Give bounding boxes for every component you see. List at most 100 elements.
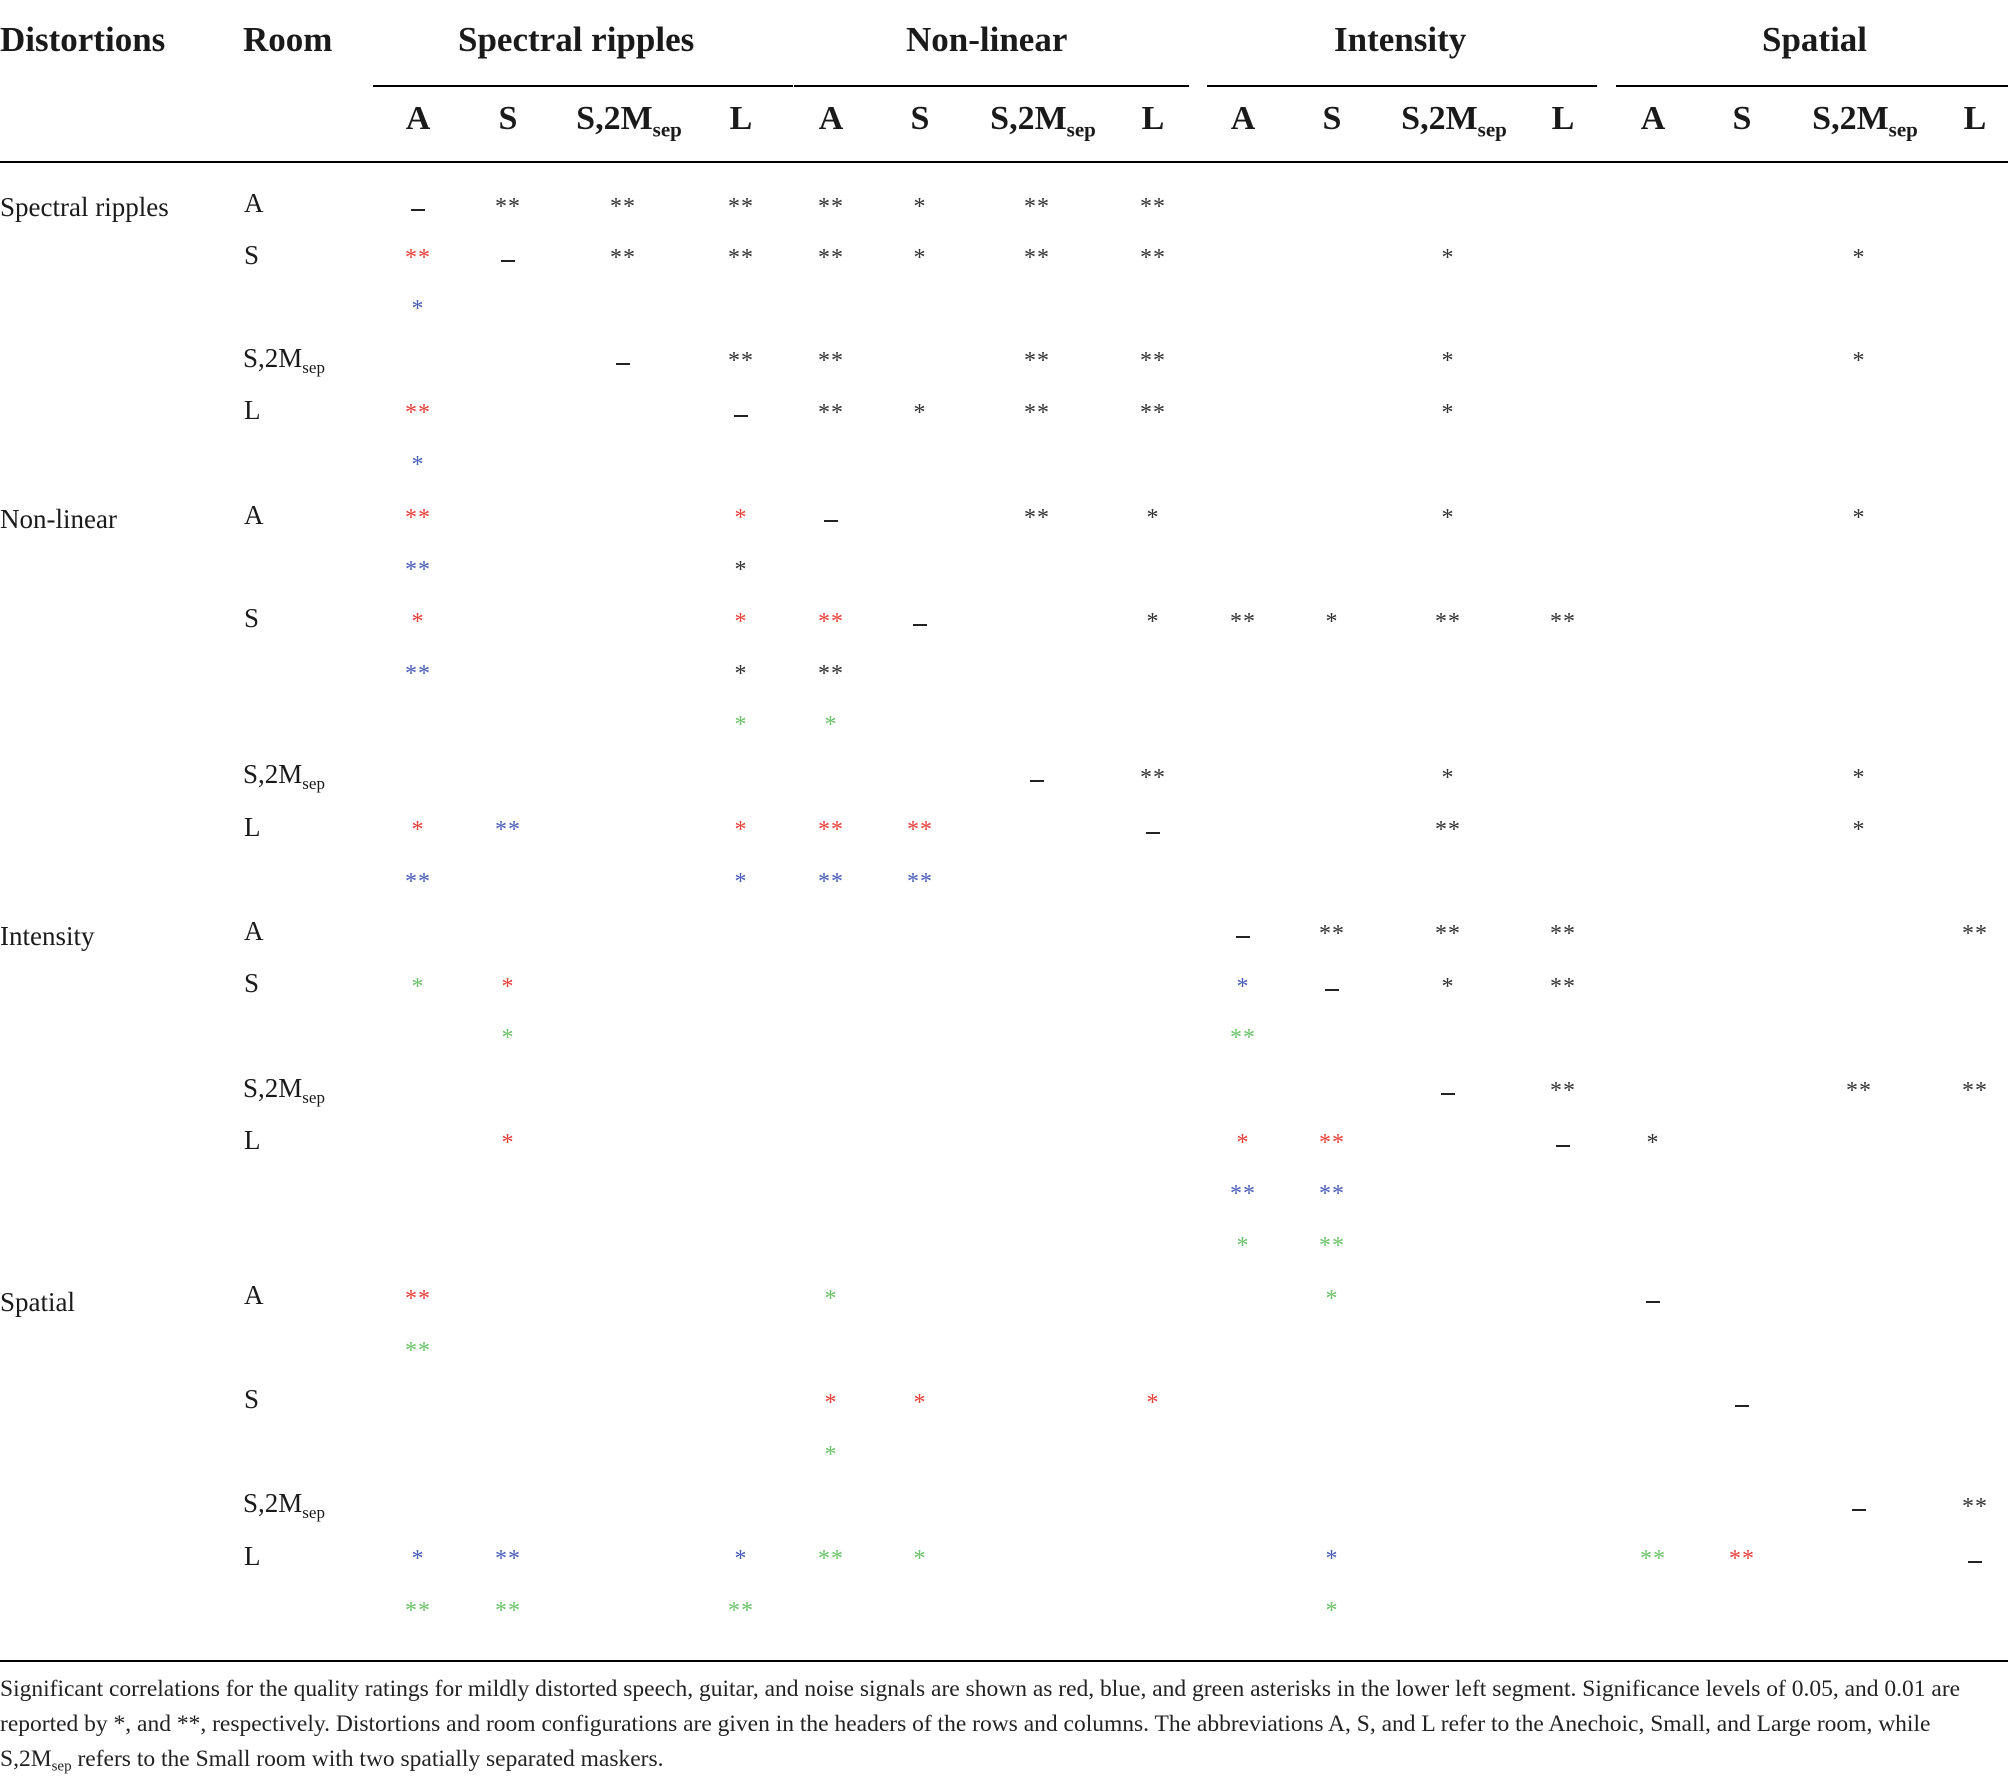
significance-mark: * <box>1325 609 1339 635</box>
significance-mark: ** <box>1230 609 1256 635</box>
significance-mark: ** <box>1230 1025 1256 1051</box>
table-footnote: Significant correlations for the quality… <box>0 1672 2000 1785</box>
significance-mark: ** <box>1140 245 1166 271</box>
significance-mark: * <box>411 609 425 635</box>
significance-mark: * <box>1146 609 1160 635</box>
diagonal-dash <box>734 415 748 417</box>
significance-mark: * <box>1441 245 1455 271</box>
significance-mark: * <box>501 1130 515 1156</box>
significance-mark: ** <box>818 348 844 374</box>
significance-mark: ** <box>495 1598 521 1624</box>
significance-mark: * <box>1646 1130 1660 1156</box>
significance-mark: ** <box>728 245 754 271</box>
significance-mark: * <box>734 817 748 843</box>
room-label: L <box>244 395 261 425</box>
footnote-sub: sep <box>51 1758 72 1775</box>
room-label: S,2Msep <box>243 759 325 793</box>
significance-mark: * <box>824 1286 838 1312</box>
significance-mark: * <box>1441 400 1455 426</box>
diagonal-dash <box>824 520 838 522</box>
significance-mark: ** <box>818 609 844 635</box>
significance-mark: ** <box>405 1338 431 1364</box>
significance-mark: ** <box>495 194 521 220</box>
significance-mark: ** <box>1140 194 1166 220</box>
column-subheader: S <box>910 100 930 137</box>
column-subheader: A <box>1640 100 1666 137</box>
significance-mark: ** <box>1550 921 1576 947</box>
significance-mark: * <box>1236 1233 1250 1259</box>
significance-mark: ** <box>1140 348 1166 374</box>
room-label: S <box>244 603 260 633</box>
significance-mark: ** <box>495 1546 521 1572</box>
significance-mark: ** <box>1550 609 1576 635</box>
significance-mark: ** <box>1435 921 1461 947</box>
room-label: A <box>244 188 264 218</box>
room-label: S,2Msep <box>243 1488 325 1522</box>
significance-mark: ** <box>1640 1546 1666 1572</box>
column-subheader: A <box>1230 100 1256 137</box>
significance-mark: * <box>734 869 748 895</box>
diagonal-dash <box>501 260 515 262</box>
significance-mark: ** <box>1024 194 1050 220</box>
column-subheader: S,2Msep <box>990 100 1096 142</box>
room-label: S <box>244 240 260 270</box>
significance-mark: * <box>1146 1390 1160 1416</box>
room-label: A <box>244 500 264 530</box>
significance-mark: ** <box>728 1598 754 1624</box>
row-group-intensity: Intensity <box>0 921 95 951</box>
significance-mark: ** <box>1024 348 1050 374</box>
room-label: S,2Msep <box>243 1073 325 1107</box>
significance-mark: ** <box>728 194 754 220</box>
column-subheader: A <box>405 100 431 137</box>
significance-mark: * <box>411 452 425 478</box>
significance-mark: * <box>1441 348 1455 374</box>
diagonal-dash <box>1146 832 1160 834</box>
significance-mark: ** <box>818 194 844 220</box>
significance-mark: * <box>411 1546 425 1572</box>
significance-mark: ** <box>1024 245 1050 271</box>
significance-mark: ** <box>1319 1181 1345 1207</box>
significance-mark: ** <box>405 1286 431 1312</box>
significance-mark: ** <box>728 348 754 374</box>
significance-mark: * <box>1852 245 1866 271</box>
significance-mark: ** <box>1550 974 1576 1000</box>
header-group-non-linear: Non-linear <box>906 20 1068 59</box>
significance-mark: * <box>1325 1286 1339 1312</box>
significance-mark: * <box>824 712 838 738</box>
diagonal-dash <box>1646 1301 1660 1303</box>
significance-mark: * <box>411 817 425 843</box>
column-subheader: L <box>1551 100 1575 137</box>
significance-mark: * <box>1236 974 1250 1000</box>
significance-mark: ** <box>495 817 521 843</box>
room-label: S <box>244 968 260 998</box>
significance-mark: ** <box>818 1546 844 1572</box>
diagonal-dash <box>1325 989 1339 991</box>
group-underline <box>1207 85 1597 87</box>
significance-mark: * <box>501 974 515 1000</box>
diagonal-dash <box>1441 1093 1455 1095</box>
column-subheader: S,2Msep <box>1812 100 1918 142</box>
significance-mark: * <box>1441 974 1455 1000</box>
significance-mark: ** <box>610 245 636 271</box>
significance-mark: * <box>824 1442 838 1468</box>
significance-mark: * <box>1325 1598 1339 1624</box>
room-label: A <box>244 1280 264 1310</box>
header-group-spatial: Spatial <box>1762 20 1868 59</box>
significance-mark: ** <box>818 661 844 687</box>
significance-mark: ** <box>1435 609 1461 635</box>
diagonal-dash <box>913 624 927 626</box>
row-group-spatial: Spatial <box>0 1287 75 1317</box>
significance-mark: * <box>1236 1130 1250 1156</box>
significance-mark: * <box>1852 348 1866 374</box>
significance-mark: * <box>734 712 748 738</box>
room-label: L <box>244 1125 261 1155</box>
significance-mark: ** <box>1140 765 1166 791</box>
diagonal-dash <box>1556 1145 1570 1147</box>
diagonal-dash <box>616 363 630 365</box>
significance-mark: * <box>734 1546 748 1572</box>
significance-mark: ** <box>1435 817 1461 843</box>
significance-mark: ** <box>1230 1181 1256 1207</box>
group-underline <box>794 85 1189 87</box>
column-subheader: L <box>729 100 753 137</box>
room-label: L <box>244 812 261 842</box>
